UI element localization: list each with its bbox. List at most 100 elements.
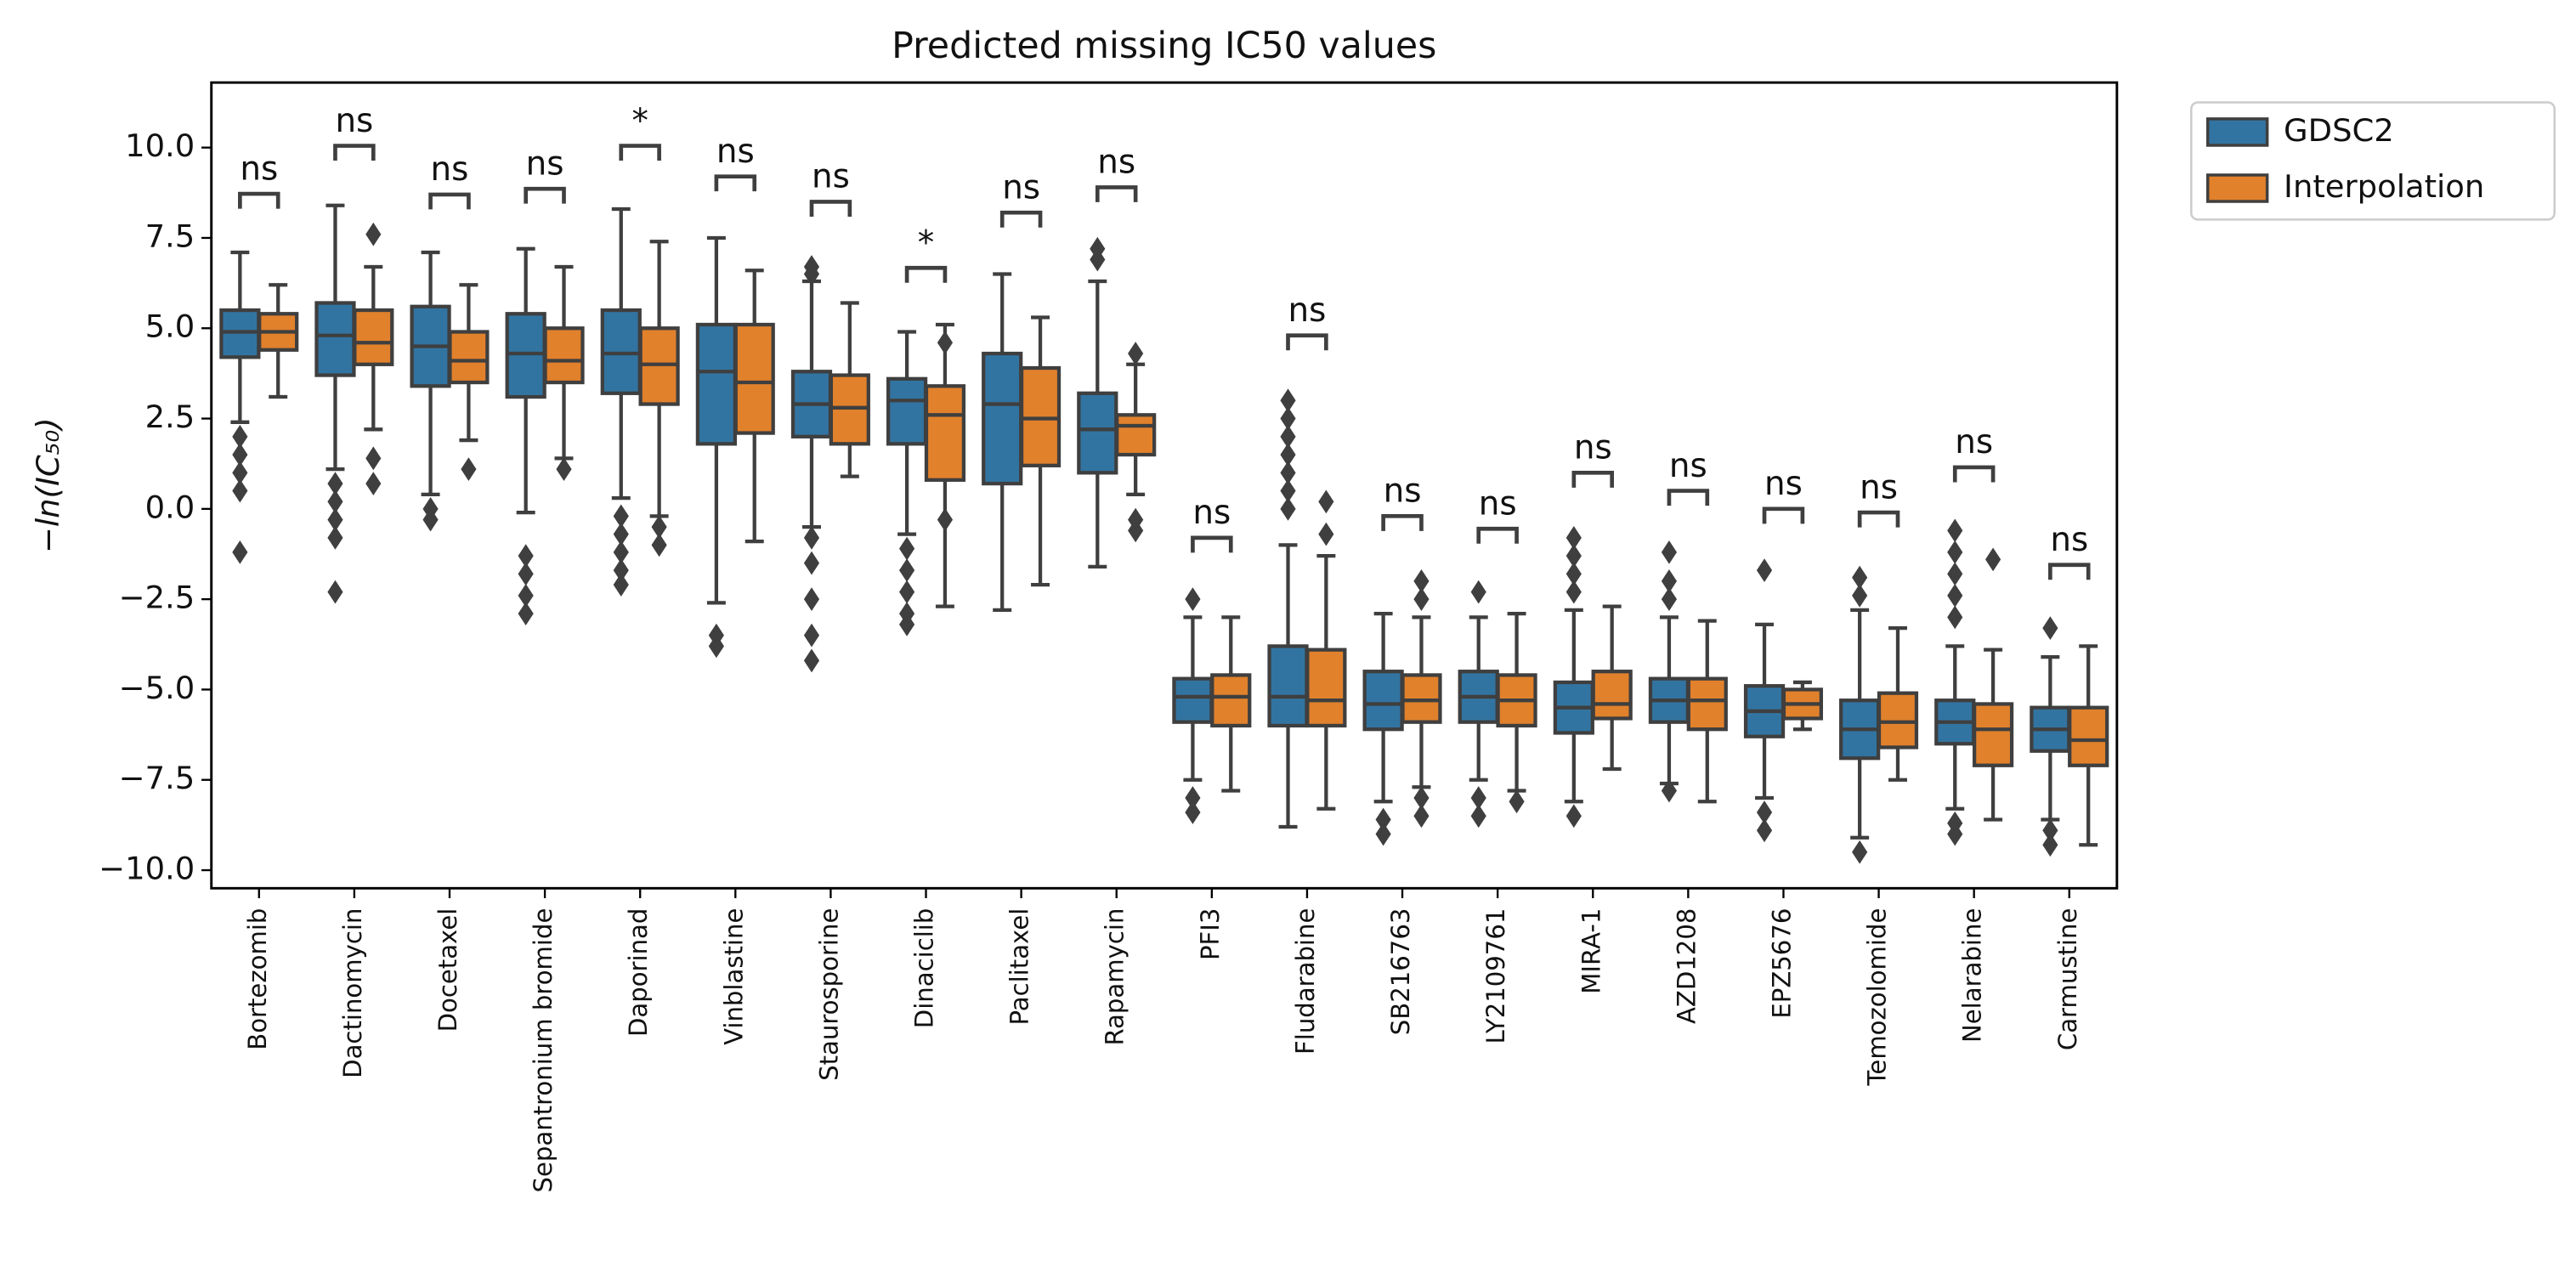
significance-label: ns [240,150,278,188]
x-tick-label: Daporinad [624,908,653,1037]
significance-bracket [1476,526,1519,544]
significance-bracket [809,200,852,217]
x-tick-label: SB216763 [1386,908,1415,1036]
box [1267,644,1309,728]
legend-swatch [2205,173,2269,203]
outlier [1413,568,1430,593]
significance-bracket [1286,333,1328,351]
significance-label: ns [1669,447,1707,485]
box [1362,670,1404,732]
outlier [327,580,343,604]
significance-bracket [1571,471,1615,488]
significance-label: ns [1955,423,1993,461]
x-tick-label: Docetaxel [433,908,462,1032]
x-tick-label: Staurosporine [814,908,843,1081]
significance-label: * [631,102,648,140]
significance-label: * [918,224,934,263]
outlier [899,580,915,604]
y-tick-label: −2.5 [119,580,195,616]
x-tick-label: Nelarabine [1958,908,1987,1043]
box [1115,413,1157,457]
y-tick-label: 2.5 [145,399,195,435]
y-tick-label: −7.5 [119,760,195,796]
outlier [1090,247,1106,272]
outlier [1985,547,2001,572]
box [924,384,966,482]
box [353,308,394,366]
significance-label: ns [335,102,373,140]
significance-bracket [714,174,757,192]
y-axis-label: −ln(IC₅₀) [30,417,66,553]
significance-label: ns [1288,291,1327,330]
x-tick-label: Rapamycin [1101,908,1129,1046]
x-tick-label: LY2109761 [1481,908,1510,1044]
x-tick-label: Dactinomycin [338,908,367,1078]
outlier [1128,518,1144,543]
x-tick-label: Carmustine [2053,908,2082,1051]
x-tick-label: AZD1208 [1672,908,1701,1024]
outlier [232,461,248,485]
significance-label: ns [1574,429,1612,467]
box [982,351,1023,486]
x-tick-label: PFI3 [1196,908,1225,960]
box [886,376,928,446]
x-tick-label: Sepantronium bromide [529,908,558,1193]
significance-label: ns [812,158,850,196]
outlier [803,525,820,550]
y-tick-label: −10.0 [99,851,195,887]
outlier [1413,587,1430,612]
box [1591,670,1633,721]
outlier [518,602,534,626]
significance-bracket [904,265,948,283]
significance-bracket [428,192,471,210]
box [543,326,585,385]
significance-label: ns [1764,465,1803,503]
significance-label: ns [2050,521,2088,559]
box [1686,676,1728,732]
chart-title: Predicted missing IC50 values [892,25,1436,67]
x-tick-label: Paclitaxel [1005,908,1034,1026]
outlier [613,504,629,529]
legend-swatch [2205,117,2269,147]
outlier [518,584,534,608]
significance-bracket [238,191,280,209]
significance-bracket [619,144,661,161]
significance-bracket [1667,489,1710,506]
outlier [1185,587,1201,612]
significance-label: ns [716,133,755,171]
significance-bracket [1381,514,1424,531]
x-tick-label: Dinaciclib [910,908,939,1029]
outlier [1413,786,1430,810]
significance-bracket [1952,465,1996,483]
significance-bracket [999,210,1043,228]
significance-bracket [1762,506,1805,524]
significance-bracket [1191,535,1233,553]
outlier [1318,489,1334,514]
significance-bracket [1857,510,1900,528]
outlier [1661,778,1678,803]
significance-label: ns [1384,472,1422,511]
significance-label: ns [1860,468,1898,506]
significance-bracket [2048,563,2091,580]
outlier [613,522,629,546]
significance-label: ns [526,144,564,183]
outlier [1661,568,1678,593]
outlier [899,536,915,561]
outlier [1661,540,1678,564]
significance-label: ns [431,150,469,189]
significance-bracket [524,186,566,204]
box [1210,673,1252,728]
outlier [1318,522,1334,546]
outlier [803,623,820,648]
x-tick-label: Fludarabine [1291,908,1320,1055]
y-tick-label: 5.0 [145,308,195,345]
outlier [232,443,248,467]
legend-label: Interpolation [2284,168,2484,205]
x-tick-label: Vinblastine [719,908,748,1045]
x-tick-label: Bortezomib [243,908,272,1050]
x-tick-label: MIRA-1 [1577,908,1605,994]
x-tick-label: Temozolomide [1863,908,1892,1087]
significance-label: ns [1097,144,1135,182]
